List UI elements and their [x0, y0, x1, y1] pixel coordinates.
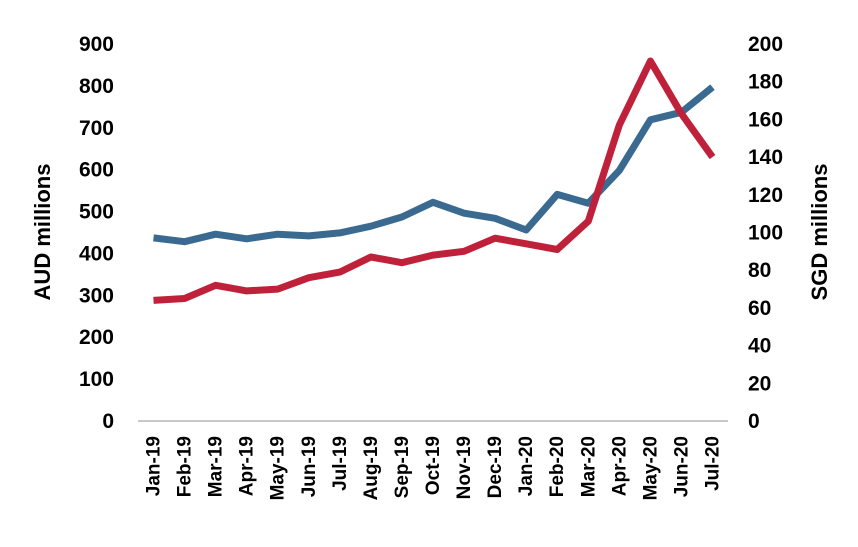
- y2-tick-label: 80: [748, 259, 771, 282]
- y-tick-label: 600: [79, 159, 114, 182]
- y2-tick-label: 20: [748, 372, 771, 395]
- x-tick-label: Mar-19: [206, 436, 227, 497]
- x-tick-label: Jul-19: [330, 436, 351, 491]
- y-tick-label: 400: [79, 242, 114, 265]
- x-tick-label: Mar-20: [578, 436, 599, 497]
- x-tick-label: Jun-19: [299, 436, 320, 497]
- y2-tick-label: 120: [748, 184, 783, 207]
- left-y-axis-ticks: 0 100 200 300 400 500 600 700 800 900: [79, 33, 114, 433]
- y-tick-label: 0: [102, 410, 114, 433]
- aud-series-line: [153, 84, 715, 246]
- y2-tick-label: 140: [748, 146, 783, 169]
- x-tick-label: Oct-19: [423, 436, 444, 495]
- x-tick-label: May-19: [268, 436, 289, 500]
- x-tick-label: Feb-20: [547, 436, 568, 497]
- x-tick-label: Dec-19: [485, 436, 506, 498]
- y-tick-label: 900: [79, 33, 114, 56]
- y-tick-label: 700: [79, 117, 114, 140]
- right-y-axis-ticks: 0 20 40 60 80 100 120 140 160 180 200: [748, 33, 783, 433]
- x-tick-label: Nov-19: [454, 436, 475, 499]
- y2-tick-label: 60: [748, 297, 771, 320]
- x-tick-label: Jun-20: [671, 436, 692, 497]
- left-y-axis-title: AUD millions: [30, 164, 55, 301]
- y2-tick-label: 180: [748, 71, 783, 94]
- x-tick-label: Apr-20: [609, 436, 630, 496]
- x-tick-label: Apr-19: [237, 436, 258, 496]
- y2-tick-label: 160: [748, 108, 783, 131]
- y-tick-label: 300: [79, 284, 114, 307]
- right-y-axis-title: SGD millions: [807, 164, 832, 301]
- y2-tick-label: 40: [748, 335, 771, 358]
- y-tick-label: 800: [79, 75, 114, 98]
- x-axis-tick-labels: Jan-19 Feb-19 Mar-19 Apr-19 May-19 Jun-19 Jul-…: [144, 436, 724, 500]
- y-tick-label: 500: [79, 201, 114, 224]
- x-tick-label: May-20: [640, 436, 661, 500]
- x-tick-label: Jan-20: [516, 436, 537, 496]
- x-tick-label: Feb-19: [175, 436, 196, 497]
- y-tick-label: 100: [79, 368, 114, 391]
- y2-tick-label: 200: [748, 33, 783, 56]
- y2-tick-label: 0: [748, 410, 760, 433]
- x-tick-label: Jan-19: [144, 436, 165, 496]
- x-tick-label: Jul-20: [702, 436, 723, 491]
- y2-tick-label: 100: [748, 222, 783, 245]
- x-tick-label: Aug-19: [361, 436, 382, 500]
- series-lines: [153, 57, 716, 304]
- x-tick-label: Sep-19: [392, 436, 413, 498]
- sgd-series-line: [153, 57, 716, 304]
- y-tick-label: 200: [79, 326, 114, 349]
